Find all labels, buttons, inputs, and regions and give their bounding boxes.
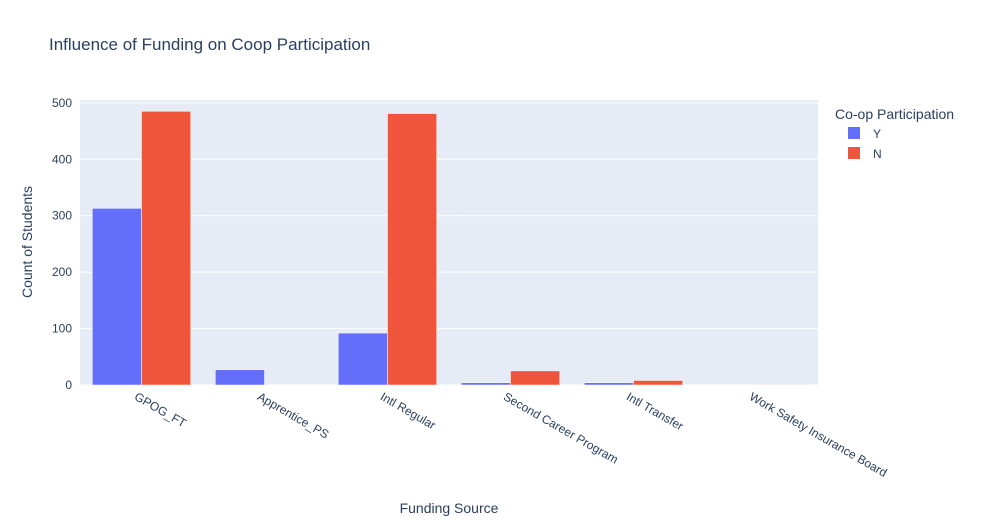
bar-y-1 bbox=[215, 369, 265, 386]
bar-n-3 bbox=[510, 370, 560, 386]
legend-swatch-n[interactable] bbox=[848, 147, 860, 159]
legend-swatch-y[interactable] bbox=[848, 127, 860, 139]
x-tick-label: Intl Regular bbox=[378, 389, 438, 432]
x-tick-label: Work Safety Insurance Board bbox=[747, 389, 890, 479]
bar-y-2 bbox=[338, 332, 388, 386]
y-tick-label: 100 bbox=[52, 322, 72, 336]
x-tick-label: Second Career Program bbox=[501, 389, 621, 466]
chart-title: Influence of Funding on Coop Participati… bbox=[49, 35, 370, 54]
y-tick-label: 200 bbox=[52, 265, 72, 279]
x-tick-label: GPOG_FT bbox=[132, 389, 189, 430]
bar-y-3 bbox=[461, 382, 511, 386]
x-tick-label: Apprentice_PS bbox=[255, 389, 331, 441]
legend-title: Co-op Participation bbox=[835, 106, 954, 122]
legend-label-y[interactable]: Y bbox=[873, 127, 881, 141]
y-tick-label: 300 bbox=[52, 209, 72, 223]
bar-n-0 bbox=[141, 111, 191, 386]
y-tick-label: 0 bbox=[65, 378, 72, 392]
bar-y-4 bbox=[584, 382, 634, 386]
bars bbox=[92, 111, 806, 386]
legend: Co-op Participation YN bbox=[835, 106, 954, 161]
x-axis-label: Funding Source bbox=[400, 500, 499, 516]
y-tick-label: 400 bbox=[52, 152, 72, 166]
legend-items: YN bbox=[848, 127, 882, 161]
y-axis-ticks: 0 100 200 300 400 500 bbox=[52, 96, 72, 392]
plot-area bbox=[80, 100, 818, 385]
x-tick-label: Intl Transfer bbox=[624, 389, 686, 433]
gridlines bbox=[80, 102, 818, 386]
bar-n-2 bbox=[387, 113, 437, 386]
legend-label-n[interactable]: N bbox=[873, 147, 882, 161]
y-axis-label: Count of Students bbox=[19, 186, 35, 298]
bar-n-4 bbox=[633, 380, 683, 386]
y-tick-label: 500 bbox=[52, 96, 72, 110]
bar-y-0 bbox=[92, 208, 142, 386]
x-axis-ticks: GPOG_FT Apprentice_PS Intl Regular Second C… bbox=[132, 389, 890, 479]
bar-n-5 bbox=[756, 384, 806, 386]
